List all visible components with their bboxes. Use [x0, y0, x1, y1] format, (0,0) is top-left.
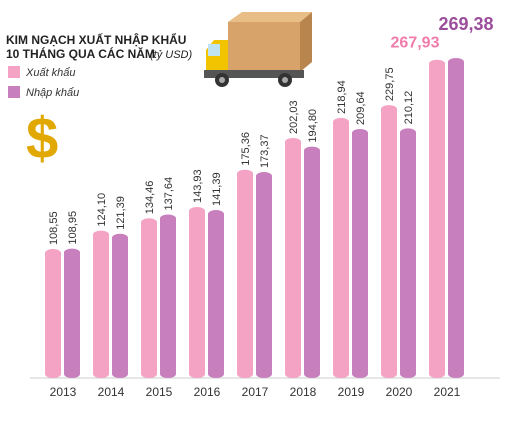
bar [352, 128, 368, 378]
bar [189, 207, 205, 378]
truck-icon [204, 12, 312, 87]
value-label: 108,55 [48, 211, 60, 245]
x-tick-label: 2016 [194, 385, 221, 399]
value-label: 209,64 [355, 91, 367, 125]
x-tick-label: 2017 [242, 385, 269, 399]
x-tick-label: 2014 [98, 385, 125, 399]
value-label: 194,80 [307, 109, 319, 143]
bar [93, 230, 109, 378]
bar [208, 210, 224, 378]
x-tick-label: 2019 [338, 385, 365, 399]
bar [64, 248, 80, 378]
bar [381, 105, 397, 378]
value-label: 210,12 [403, 91, 415, 125]
bar [141, 218, 157, 378]
value-label: 202,03 [288, 100, 300, 134]
value-label: 175,36 [240, 132, 252, 166]
bar [256, 172, 272, 378]
value-label: 143,93 [192, 169, 204, 203]
value-label: 173,37 [259, 134, 271, 168]
legend-label: Xuất khẩu [25, 67, 76, 79]
value-label: 218,94 [336, 80, 348, 114]
legend-swatch [8, 66, 20, 78]
legend-label: Nhập khẩu [26, 87, 79, 99]
value-label: 121,39 [115, 196, 127, 230]
bar [112, 233, 128, 378]
bar [285, 138, 301, 378]
value-label: 141,39 [211, 172, 223, 206]
legend-swatch [8, 86, 20, 98]
bar [45, 249, 61, 378]
chart-subtitle: 10 THÁNG QUA CÁC NĂM [6, 46, 155, 61]
value-label: 134,46 [144, 181, 156, 215]
bar [304, 146, 320, 378]
bar [429, 59, 445, 378]
x-tick-label: 2018 [290, 385, 317, 399]
bar [448, 58, 464, 378]
value-label: 124,10 [96, 193, 108, 227]
value-label: 267,93 [391, 35, 440, 52]
bar [333, 117, 349, 378]
x-tick-label: 2021 [434, 385, 461, 399]
value-label: 269,38 [438, 14, 493, 34]
value-label: 229,75 [384, 67, 396, 101]
bar [160, 214, 176, 378]
value-label: 137,64 [163, 177, 175, 211]
chart-title: KIM NGẠCH XUẤT NHẬP KHẨU [6, 32, 186, 47]
x-tick-label: 2015 [146, 385, 173, 399]
bar [237, 169, 253, 378]
unit-note: (tỷ USD) [150, 49, 193, 61]
x-tick-label: 2020 [386, 385, 413, 399]
bar [400, 128, 416, 378]
dollar-icon: $ [26, 106, 58, 171]
x-tick-label: 2013 [50, 385, 77, 399]
value-label: 108,95 [67, 211, 79, 245]
